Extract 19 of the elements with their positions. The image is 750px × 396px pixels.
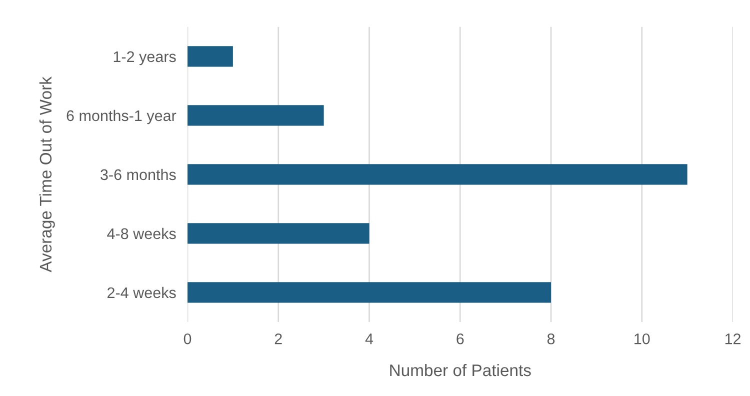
- y-tick-label: 3-6 months: [100, 168, 176, 180]
- x-tick-label: 12: [725, 333, 740, 344]
- y-axis-title: Average Time Out of Work: [39, 76, 55, 272]
- bar: [188, 105, 324, 126]
- x-tick-label: 4: [365, 334, 374, 344]
- x-tick-label: 10: [634, 333, 650, 344]
- x-tick-label: 6: [456, 333, 464, 344]
- x-tick-label: 0: [184, 333, 192, 344]
- y-tick-label: 6 months-1 year: [66, 110, 176, 124]
- y-tick-label: 1-2 years: [114, 51, 176, 66]
- bar: [188, 282, 551, 303]
- y-tick-label: 4-8 weeks: [107, 228, 176, 240]
- bar: [188, 46, 233, 67]
- bar: [188, 164, 688, 185]
- x-axis-title: Number of Patients: [390, 364, 531, 376]
- bar: [188, 223, 370, 244]
- x-tick-label: 8: [547, 333, 555, 344]
- x-tick-label: 2: [274, 333, 282, 344]
- y-tick-label: 2-4 weeks: [108, 286, 176, 298]
